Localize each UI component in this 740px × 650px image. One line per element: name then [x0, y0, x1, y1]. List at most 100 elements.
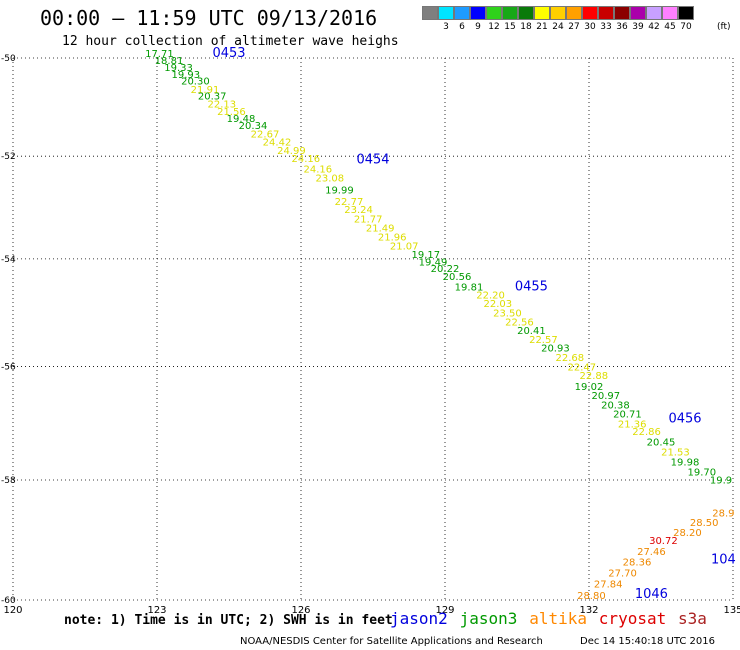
color-scale-label: 15 — [504, 22, 516, 32]
map-grid — [12, 57, 734, 601]
color-scale-swatch — [678, 6, 694, 20]
wave-height-value: 24.16 — [291, 154, 320, 165]
longitude-tick-label: 126 — [291, 605, 310, 616]
footer-timestamp: Dec 14 15:40:18 UTC 2016 — [580, 636, 715, 647]
wave-height-value: 20.30 — [181, 77, 210, 88]
wave-height-value: 27.84 — [594, 580, 623, 591]
wave-height-value: 22.67 — [251, 130, 280, 141]
wave-height-value: 19.02 — [575, 382, 604, 393]
wave-height-value: 20.93 — [541, 344, 570, 355]
color-scale-swatch — [502, 6, 518, 20]
wave-height-value: 20.38 — [601, 400, 630, 411]
color-scale-swatch — [646, 6, 662, 20]
satellite-legend-item: jason2 — [390, 609, 448, 628]
pass-id-label: 0453 — [212, 46, 245, 61]
wave-height-value: 22.03 — [483, 299, 512, 310]
color-scale-swatch — [422, 6, 438, 20]
color-scale-swatch — [598, 6, 614, 20]
latitude-tick-label: -60 — [1, 596, 16, 606]
wave-height-value: 22.13 — [207, 100, 236, 111]
wave-height-value: 22.68 — [555, 353, 584, 364]
wave-height-value: 17.71 — [145, 49, 174, 60]
color-scale: 3 6 9 12 15 18 21 24 27 30 33 36 39 42 45 70 (ft) — [422, 6, 731, 32]
color-scale-label: 24 — [552, 22, 564, 32]
wave-height-value: 23.50 — [493, 308, 522, 319]
wave-height-value: 27.70 — [608, 569, 637, 580]
color-scale-label: 45 — [664, 22, 676, 32]
wave-height-value: 20.56 — [443, 272, 472, 283]
footer-credit: NOAA/NESDIS Center for Satellite Applica… — [240, 636, 543, 647]
wave-height-value: 22.20 — [476, 291, 505, 302]
color-scale-label: 12 — [488, 22, 500, 32]
wave-height-value: 18.81 — [155, 56, 184, 67]
color-scale-swatch — [438, 6, 454, 20]
longitude-tick-label: 129 — [435, 605, 454, 616]
color-scale-swatch — [534, 6, 550, 20]
wave-height-value: 20.37 — [198, 92, 227, 103]
latitude-tick-label: -58 — [1, 476, 16, 486]
latitude-tick-label: -54 — [1, 255, 16, 265]
color-scale-swatches — [422, 6, 694, 20]
color-scale-labels: 3 6 9 12 15 18 21 24 27 30 33 36 39 42 45 70 — [422, 22, 694, 32]
units-note: note: 1) Time is in UTC; 2) SWH is in fe… — [64, 613, 393, 628]
wave-height-value: 20.97 — [591, 391, 620, 402]
wave-height-value: 19.9 — [710, 476, 732, 487]
wave-height-value: 19.48 — [227, 114, 256, 125]
color-scale-swatch — [518, 6, 534, 20]
wave-height-value: 20.45 — [647, 437, 676, 448]
wave-height-value: 20.41 — [517, 326, 546, 337]
wave-height-value: 27.46 — [637, 547, 666, 558]
color-scale-swatch — [486, 6, 502, 20]
wave-height-value: 22.77 — [335, 197, 364, 208]
wave-height-value: 21.36 — [618, 420, 647, 431]
color-scale-label: 21 — [536, 22, 548, 32]
color-scale-label: 36 — [616, 22, 628, 32]
wave-height-value: 21.56 — [217, 107, 246, 118]
color-scale-unit: (ft) — [717, 22, 731, 32]
pass-id-label: 0456 — [668, 412, 701, 427]
pass-id-label: 0455 — [515, 280, 548, 295]
pass-id-label: 1046 — [635, 587, 668, 602]
wave-height-value: 22.86 — [632, 427, 661, 438]
satellite-legend-item: altika — [529, 609, 587, 628]
wave-height-value: 23.24 — [344, 205, 373, 216]
wave-height-value: 22.47 — [567, 362, 596, 373]
wave-height-value: 19.17 — [411, 250, 440, 261]
wave-height-value: 20.22 — [431, 264, 460, 275]
color-scale-label: 33 — [600, 22, 612, 32]
wave-height-value: 28.36 — [623, 558, 652, 569]
wave-height-value: 21.49 — [366, 224, 395, 235]
wave-height-value: 22.56 — [505, 318, 534, 329]
satellite-legend-item: cryosat — [598, 609, 667, 628]
color-scale-swatch — [566, 6, 582, 20]
wave-height-value: 19.49 — [419, 258, 448, 269]
map-title: 00:00 – 11:59 UTC 09/13/2016 — [40, 6, 378, 30]
map-axis-ticks: 120 123 126 129 132 135 -50 -52 -54 -56 -58 -60 — [1, 54, 740, 616]
color-scale-swatch — [614, 6, 630, 20]
color-scale-swatch — [582, 6, 598, 20]
wave-height-value: 28.9 — [712, 508, 734, 519]
longitude-tick-label: 123 — [147, 605, 166, 616]
longitude-tick-label: 120 — [3, 605, 22, 616]
pass-id-label: 104 — [711, 552, 736, 567]
wave-height-value: 21.96 — [378, 233, 407, 244]
latitude-tick-label: -52 — [1, 152, 16, 162]
wave-height-value: 20.71 — [613, 409, 642, 420]
pass-id-label: 0454 — [356, 153, 389, 168]
latitude-tick-label: -56 — [1, 363, 16, 373]
wave-height-value: 21.77 — [354, 214, 383, 225]
wave-height-value: 19.93 — [171, 70, 200, 81]
color-scale-label: 18 — [520, 22, 532, 32]
color-scale-label: 70 — [680, 22, 692, 32]
color-scale-swatch — [662, 6, 678, 20]
wave-height-value: 30.72 — [649, 536, 678, 547]
wave-height-value: 24.99 — [277, 146, 306, 157]
satellite-legend-item: jason3 — [459, 609, 518, 628]
color-scale-label: 6 — [459, 22, 465, 32]
wave-height-value: 28.80 — [577, 591, 606, 602]
wave-height-value: 20.34 — [239, 121, 268, 132]
color-scale-label: 3 — [443, 22, 449, 32]
wave-height-value: 19.99 — [325, 186, 354, 197]
color-scale-swatch — [470, 6, 486, 20]
color-scale-swatch — [630, 6, 646, 20]
